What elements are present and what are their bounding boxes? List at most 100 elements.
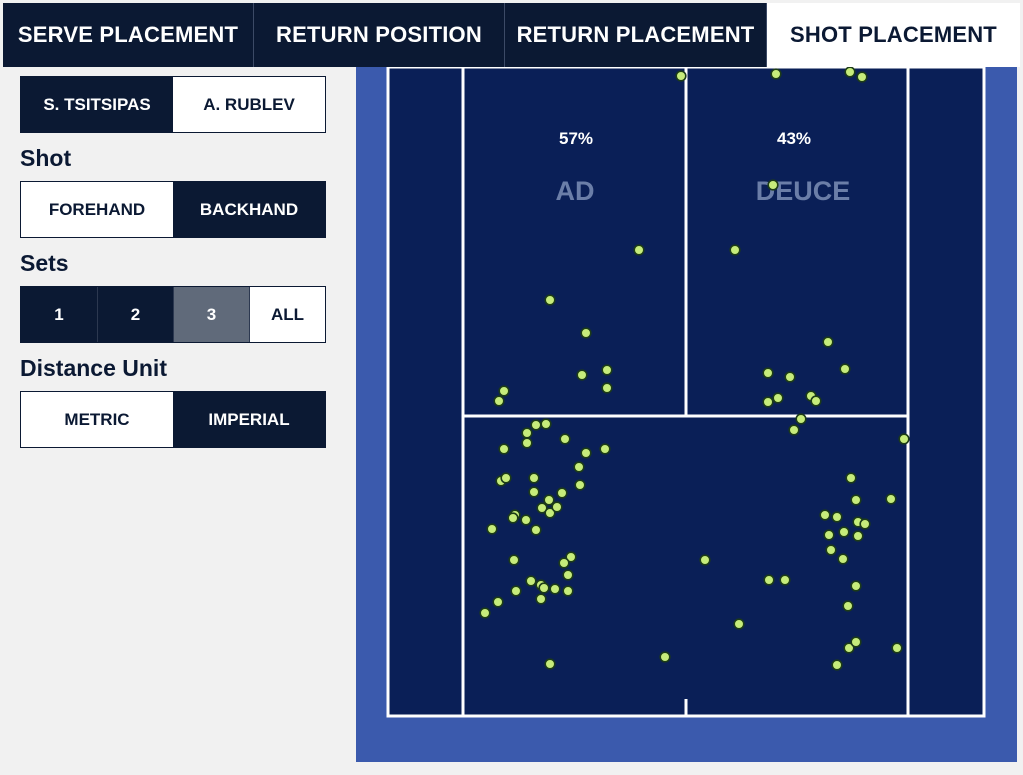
shot-mark	[498, 443, 510, 455]
distance-unit-toggle: METRIC IMPERIAL	[20, 391, 326, 448]
shot-mark	[762, 396, 774, 408]
tab-return-placement[interactable]: RETURN PLACEMENT	[505, 3, 767, 67]
player-rublev-button[interactable]: A. RUBLEV	[173, 77, 325, 132]
shot-mark	[819, 509, 831, 521]
shot-mark	[795, 413, 807, 425]
shot-mark	[831, 511, 843, 523]
shot-toggle: FOREHAND BACKHAND	[20, 181, 326, 238]
shot-mark	[837, 553, 849, 565]
shot-mark	[521, 437, 533, 449]
player-tsitsipas-button[interactable]: S. TSITSIPAS	[21, 77, 173, 132]
shot-mark	[580, 447, 592, 459]
shot-mark	[510, 585, 522, 597]
shot-mark	[831, 659, 843, 671]
shot-mark	[843, 642, 855, 654]
shot-mark	[486, 523, 498, 535]
shot-mark	[507, 512, 519, 524]
shot-mark	[850, 494, 862, 506]
shot-mark	[551, 501, 563, 513]
shot-mark	[659, 651, 671, 663]
shot-mark	[810, 395, 822, 407]
player-toggle: S. TSITSIPAS A. RUBLEV	[20, 76, 326, 133]
shot-mark	[521, 427, 533, 439]
shot-mark	[556, 487, 568, 499]
tab-serve-placement[interactable]: SERVE PLACEMENT	[3, 3, 254, 67]
shot-mark	[498, 385, 510, 397]
shot-mark	[559, 433, 571, 445]
metric-button[interactable]: METRIC	[21, 392, 173, 447]
shot-mark	[558, 557, 570, 569]
shot-mark	[599, 443, 611, 455]
shot-mark	[525, 575, 537, 587]
shot-mark	[633, 244, 645, 256]
shot-mark	[779, 574, 791, 586]
distance-unit-label: Distance Unit	[20, 355, 167, 381]
backhand-button[interactable]: BACKHAND	[173, 182, 325, 237]
set-3-button[interactable]: 3	[173, 287, 249, 342]
set-1-button[interactable]: 1	[21, 287, 97, 342]
shot-mark	[885, 493, 897, 505]
shot-mark	[576, 369, 588, 381]
shot-mark	[845, 472, 857, 484]
shot-mark	[574, 479, 586, 491]
shot-mark	[850, 580, 862, 592]
shot-mark	[530, 419, 542, 431]
shot-mark	[500, 472, 512, 484]
imperial-button[interactable]: IMPERIAL	[173, 392, 325, 447]
tab-shot-placement[interactable]: SHOT PLACEMENT	[767, 3, 1020, 67]
shot-mark	[508, 554, 520, 566]
shot-mark	[784, 371, 796, 383]
ad-court-label: AD	[556, 176, 595, 206]
shot-mark	[852, 530, 864, 542]
shot-mark	[762, 367, 774, 379]
shot-mark	[535, 593, 547, 605]
shot-mark	[492, 596, 504, 608]
shot-mark	[729, 244, 741, 256]
shot-mark	[767, 179, 779, 191]
shot-mark	[562, 569, 574, 581]
shot-mark	[699, 554, 711, 566]
shot-mark	[675, 70, 687, 82]
shot-mark	[479, 607, 491, 619]
shot-mark	[520, 514, 532, 526]
shot-marks	[479, 67, 910, 671]
shot-mark	[838, 526, 850, 538]
shot-mark	[601, 382, 613, 394]
shot-mark	[856, 71, 868, 83]
shot-mark	[733, 618, 745, 630]
shot-mark	[540, 418, 552, 430]
sets-label: Sets	[20, 250, 69, 276]
shot-mark	[844, 67, 856, 78]
shot-mark	[788, 424, 800, 436]
shot-mark	[839, 363, 851, 375]
tab-return-position[interactable]: RETURN POSITION	[254, 3, 505, 67]
deuce-percentage: 43%	[777, 129, 811, 148]
shot-mark	[538, 582, 550, 594]
forehand-button[interactable]: FOREHAND	[21, 182, 173, 237]
filter-panel: S. TSITSIPAS A. RUBLEV Shot FOREHAND BAC…	[20, 76, 326, 448]
shot-mark	[859, 518, 871, 530]
shot-mark	[549, 583, 561, 595]
sets-toggle: 1 2 3 ALL	[20, 286, 326, 343]
shot-mark	[528, 472, 540, 484]
shot-mark	[772, 392, 784, 404]
shot-mark	[822, 336, 834, 348]
shot-mark	[528, 486, 540, 498]
shot-mark	[544, 294, 556, 306]
set-all-button[interactable]: ALL	[249, 287, 325, 342]
tab-bar: SERVE PLACEMENT RETURN POSITION RETURN P…	[3, 3, 1020, 67]
shot-mark	[530, 524, 542, 536]
shot-mark	[573, 461, 585, 473]
shot-mark	[565, 551, 577, 563]
shot-mark	[763, 574, 775, 586]
shot-mark	[770, 68, 782, 80]
set-2-button[interactable]: 2	[97, 287, 173, 342]
shot-mark	[543, 494, 555, 506]
shot-mark	[601, 364, 613, 376]
shot-mark	[823, 529, 835, 541]
shot-mark	[850, 636, 862, 648]
shot-mark	[898, 433, 910, 445]
shot-mark	[580, 327, 592, 339]
shot-mark	[544, 507, 556, 519]
shot-mark	[544, 658, 556, 670]
